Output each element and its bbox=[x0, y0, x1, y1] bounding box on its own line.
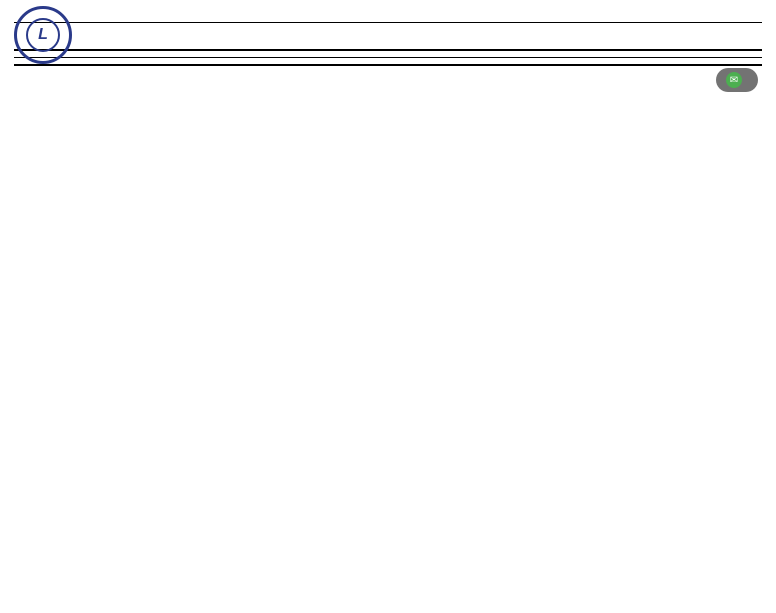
meta-row-1 bbox=[14, 23, 762, 31]
wechat-brand-badge: ✉ bbox=[716, 68, 758, 92]
wechat-icon: ✉ bbox=[726, 72, 742, 88]
report-page: L bbox=[0, 0, 776, 102]
meta-row-3 bbox=[14, 39, 762, 43]
charts-top-grid bbox=[174, 72, 762, 78]
table-group-header bbox=[14, 51, 762, 58]
table-header-row bbox=[14, 58, 762, 66]
meta-row-2 bbox=[14, 31, 762, 39]
th-range bbox=[514, 58, 654, 64]
th-eval bbox=[654, 58, 762, 64]
charts-side-text bbox=[14, 72, 164, 78]
th-result bbox=[134, 58, 254, 64]
group-header-1 bbox=[14, 51, 374, 57]
th-count bbox=[254, 58, 374, 64]
results-table bbox=[14, 49, 762, 66]
th-expect bbox=[374, 58, 514, 64]
charts-top-area bbox=[14, 72, 762, 78]
seal-inner: L bbox=[26, 18, 60, 52]
meta-block bbox=[14, 22, 762, 43]
org-seal: L bbox=[14, 6, 72, 64]
group-header-2 bbox=[374, 51, 762, 57]
